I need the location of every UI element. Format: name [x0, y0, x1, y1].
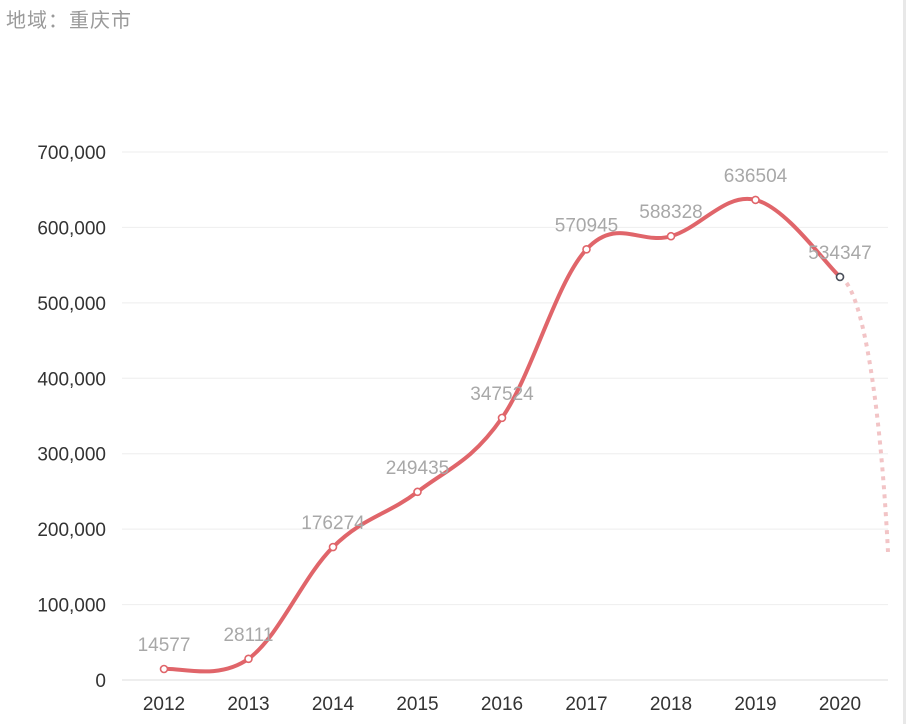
y-axis-ticks: 0 100,000 200,000 300,000 400,000 500,000 600,… [37, 143, 106, 692]
data-labels: 14577 28111 176274 249435 347524 570945 588328… [138, 166, 872, 656]
y-tick-label: 0 [95, 671, 106, 692]
data-label: 176274 [301, 513, 365, 534]
region-title: 地域：重庆市 [6, 4, 132, 33]
data-point [413, 487, 422, 497]
y-tick-label: 400,000 [37, 369, 106, 390]
data-point [497, 413, 507, 423]
data-point [835, 272, 845, 282]
x-tick-label: 2012 [143, 694, 185, 715]
data-label: 14577 [138, 635, 191, 656]
data-label: 588328 [639, 202, 702, 223]
data-point [328, 542, 338, 552]
data-label: 636504 [724, 166, 788, 187]
data-label: 28111 [223, 625, 273, 646]
data-point [751, 195, 760, 205]
y-tick-label: 200,000 [37, 520, 106, 541]
data-label: 534347 [808, 243, 871, 264]
y-tick-label: 300,000 [37, 445, 106, 466]
right-edge-divider [903, 0, 906, 724]
forecast-line [838, 275, 890, 553]
grid-lines [122, 151, 888, 606]
data-points [159, 195, 845, 674]
x-tick-label: 2018 [650, 694, 692, 715]
data-label: 347524 [470, 384, 534, 405]
series-line [162, 196, 842, 674]
data-point [666, 231, 676, 241]
x-axis-ticks: 2012 2013 2014 2015 2016 2017 2018 2019 2020 [143, 694, 861, 715]
x-tick-label: 2019 [734, 694, 776, 715]
y-tick-label: 100,000 [37, 596, 106, 617]
x-tick-label: 2014 [312, 694, 355, 715]
x-tick-label: 2020 [819, 694, 861, 715]
y-tick-label: 700,000 [37, 143, 106, 164]
data-label: 249435 [386, 458, 449, 479]
data-label: 570945 [555, 215, 618, 236]
y-tick-label: 600,000 [37, 218, 106, 239]
x-tick-label: 2013 [227, 694, 269, 715]
x-tick-label: 2016 [481, 694, 523, 715]
x-tick-label: 2017 [565, 694, 607, 715]
y-tick-label: 500,000 [37, 294, 106, 315]
data-point [244, 654, 253, 664]
data-point [582, 245, 591, 254]
data-point [159, 664, 169, 674]
region-label: 地域： [6, 8, 69, 32]
x-tick-label: 2015 [396, 694, 438, 715]
region-value: 重庆市 [69, 8, 132, 32]
